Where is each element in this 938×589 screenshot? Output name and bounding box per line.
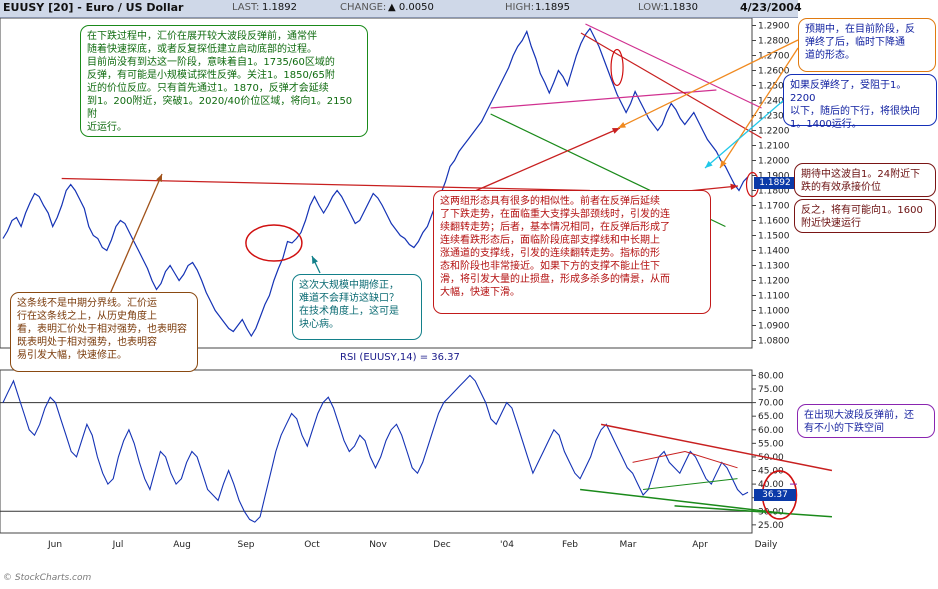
price-red-horizontal-line (61, 177, 590, 192)
rsi-red-resistance-line (600, 423, 833, 472)
rsi-green-inner-line (643, 478, 738, 491)
rsi-red-right-shoulder (684, 451, 738, 469)
x-axis-label: Sep (238, 540, 255, 550)
price-tick-label: 1.1200 (758, 277, 790, 287)
brown-arrow (109, 173, 163, 295)
note-purple: 在出现大波段反弹前，还 有不小的下跌空间 (797, 404, 935, 438)
rsi-tick-label: 75.00 (758, 385, 784, 395)
price-tick-label: 1.2800 (758, 37, 790, 47)
note-teal: 这次大规模中期修正， 难道不会拜访这缺口？ 在技术角度上，这可是 块心病。 (292, 274, 422, 340)
orange-arrow-1 (617, 39, 799, 129)
x-axis-label: Oct (304, 540, 320, 550)
x-axis-label: Daily (755, 540, 778, 550)
price-tick-label: 1.2100 (758, 142, 790, 152)
note-maroon-top: 期待中这波自1。24附近下 跌的有效承接价位 (794, 163, 936, 197)
rsi-plot-frame (0, 369, 753, 534)
price-tick-label: 1.1600 (758, 217, 790, 227)
price-tick-label: 1.1700 (758, 202, 790, 212)
price-tick-label: 1.1800 (758, 187, 790, 197)
note-brown: 这条线不是中期分界线。汇价运 行在这条线之上，从历史角度上 看，表明汇价处于相对… (10, 292, 198, 372)
rsi-tick-label: 80.00 (758, 371, 784, 381)
price-tick-label: 1.1400 (758, 247, 790, 257)
red-arrow-upper-head (612, 128, 620, 134)
rsi-tick-label: 45.00 (758, 467, 784, 477)
cyan-arrow (704, 99, 785, 169)
orange-arrow-1-head (618, 121, 626, 128)
gap-circle (245, 224, 303, 262)
price-tick-label: 1.2200 (758, 127, 790, 137)
price-magenta-lower-line (490, 89, 717, 109)
note-blue: 如果反弹终了，受阻于1。2200 以下，随后的下行，将很快向 1。1400运行。 (783, 74, 937, 130)
rsi-tick-label: 65.00 (758, 412, 784, 422)
price-tick-label: 1.1100 (758, 292, 790, 302)
rsi-tick-label: 55.00 (758, 439, 784, 449)
rsi-chart: 25.0030.0035.0040.0045.0050.0055.0060.00… (0, 369, 833, 550)
price-tick-label: 1.2300 (758, 112, 790, 122)
red-arrow-lower-head (730, 183, 738, 190)
rsi-green-support-line (580, 488, 791, 515)
price-tick-label: 1.0800 (758, 337, 790, 347)
price-tick-label: 1.2500 (758, 82, 790, 92)
brown-arrow-head (156, 174, 162, 182)
price-series-line (2, 27, 749, 338)
x-axis-label: Nov (369, 540, 387, 550)
x-axis-label: Dec (433, 540, 450, 550)
price-tick-label: 1.2900 (758, 22, 790, 32)
note-maroon-bottom: 反之，将有可能向1。1600 附近快速运行 (794, 199, 936, 233)
x-axis-label: Mar (620, 540, 637, 550)
note-orange: 预期中，在目前阶段，反 弹终了后，临时下降通 道的形态。 (798, 18, 936, 72)
stockcharts-logo: © StockCharts.com (3, 573, 92, 583)
cyan-arrow-head (705, 160, 713, 168)
price-tick-label: 1.1300 (758, 262, 790, 272)
price-red-channel-line (580, 32, 762, 139)
orange-arrow-2-head (720, 160, 727, 168)
rsi-tick-label: 70.00 (758, 399, 784, 409)
price-plot-frame (0, 18, 753, 349)
note-red: 这两组形态具有很多的相似性。前者在反弹后延续 了下跌走势，在面临重大支撑头部颈线… (433, 190, 711, 314)
price-tick-label: 1.2000 (758, 157, 790, 167)
rsi-tick-label: 40.00 (758, 480, 784, 490)
change-value: ▲ 0.0050 (388, 2, 434, 13)
x-axis-label: Feb (562, 540, 578, 550)
chart-header: EUUSY [20] - Euro / US Dollar LAST: 1.18… (0, 0, 802, 18)
x-axis-label: Aug (173, 540, 191, 550)
chart-title: EUUSY [20] - Euro / US Dollar (3, 1, 184, 14)
chart-date: 4/23/2004 (740, 1, 802, 14)
neckline-circle (610, 48, 624, 87)
rsi-value-tag: 36.37 (754, 489, 796, 501)
teal-arrow-head (312, 256, 318, 264)
price-tick-label: 1.1000 (758, 307, 790, 317)
rsi-red-left-shoulder (632, 451, 686, 463)
x-axis-label: Jun (47, 540, 62, 550)
note-green: 在下跌过程中，汇价在展开较大波段反弹前，通常伴 随着快速探底，或者反复探低建立启… (80, 25, 368, 137)
rsi-tick-label: 25.00 (758, 521, 784, 531)
x-axis-label: Jul (112, 540, 124, 550)
last-label: LAST: (232, 2, 260, 13)
high-value: 1.1895 (535, 2, 570, 13)
price-tick-label: 1.2700 (758, 52, 790, 62)
last-value: 1.1892 (262, 2, 297, 13)
rsi-series-line (2, 374, 749, 523)
x-axis-label: '04 (500, 540, 514, 550)
low-value: 1.1830 (663, 2, 698, 13)
rsi-green-lower-line (674, 505, 832, 518)
price-tick-label: 1.2400 (758, 97, 790, 107)
high-label: HIGH: (505, 2, 535, 13)
price-tick-label: 1.1500 (758, 232, 790, 242)
x-axis-label: Apr (692, 540, 708, 550)
last-price-tag: 1.1892 (754, 177, 796, 189)
price-magenta-upper-line (585, 23, 762, 109)
low-label: LOW: (638, 2, 664, 13)
change-label: CHANGE: (340, 2, 387, 13)
rsi-tick-label: 60.00 (758, 426, 784, 436)
orange-arrow-2 (719, 47, 799, 169)
price-tick-label: 1.1900 (758, 172, 790, 182)
rsi-label: RSI (EUUSY,14) = 36.37 (340, 352, 460, 363)
price-tick-label: 1.2600 (758, 67, 790, 77)
price-tick-label: 1.0900 (758, 322, 790, 332)
